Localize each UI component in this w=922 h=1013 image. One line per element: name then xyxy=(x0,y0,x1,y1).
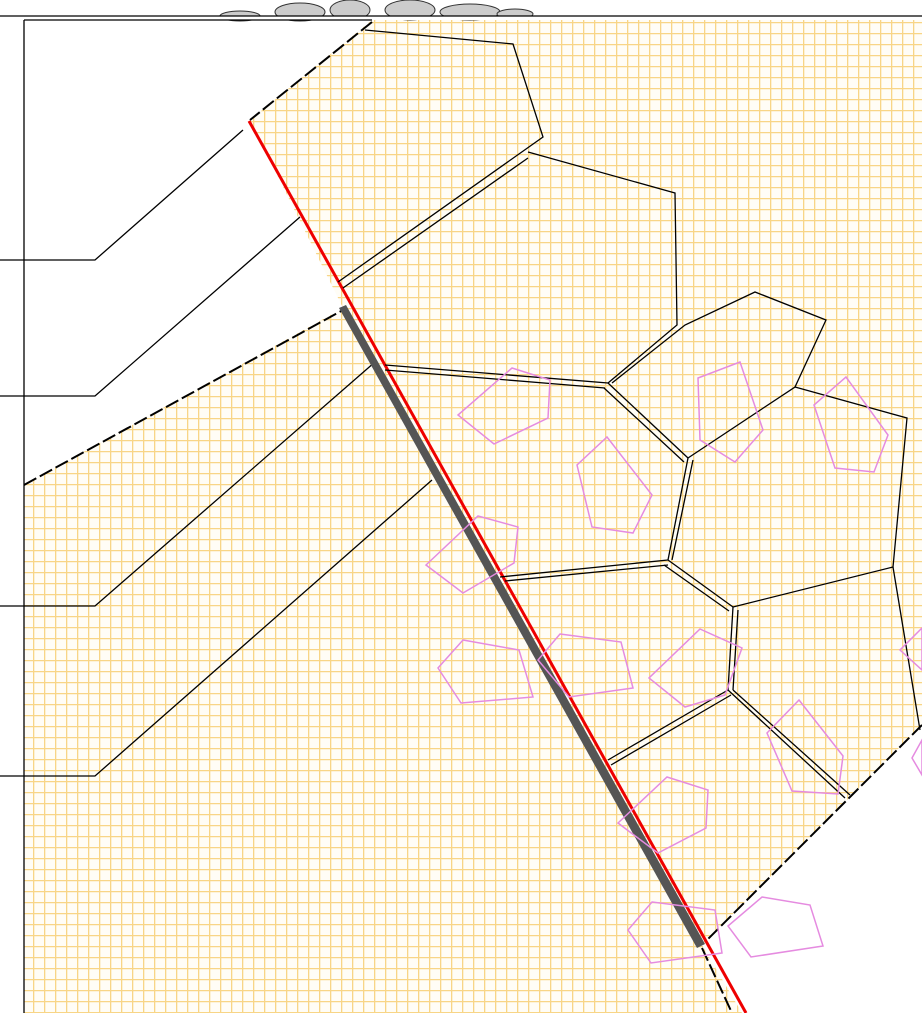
top-shapes xyxy=(0,0,922,21)
background xyxy=(24,20,922,1013)
drawing xyxy=(0,0,922,1013)
